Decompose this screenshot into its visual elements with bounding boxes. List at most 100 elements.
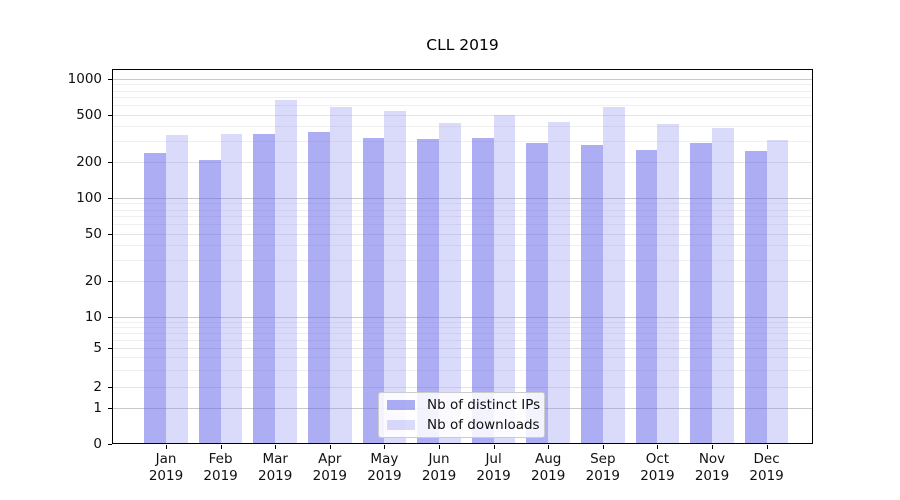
gridline-major bbox=[113, 317, 812, 318]
gridline bbox=[113, 387, 812, 388]
gridline-minor bbox=[113, 209, 812, 211]
legend-item-distinct-ips: Nb of distinct IPs bbox=[385, 397, 541, 413]
y-tick-label: 1 bbox=[93, 400, 102, 416]
x-tick-label: May 2019 bbox=[367, 451, 402, 484]
gridline-minor bbox=[113, 203, 812, 205]
gridline-minor bbox=[113, 326, 812, 328]
y-tick-mark bbox=[108, 233, 112, 235]
bar-downloads bbox=[493, 115, 516, 444]
x-tick-mark bbox=[493, 445, 495, 449]
y-tick-label: 50 bbox=[84, 225, 102, 242]
bar-distinct-ips bbox=[690, 143, 712, 444]
bar-downloads bbox=[602, 107, 625, 444]
bar-distinct-ips bbox=[362, 138, 385, 444]
x-tick-label: Jan 2019 bbox=[148, 451, 184, 484]
gridline bbox=[113, 114, 812, 116]
y-tick-label: 500 bbox=[76, 106, 102, 123]
bar-downloads bbox=[439, 122, 461, 444]
x-tick-mark bbox=[166, 445, 167, 449]
x-tick-mark bbox=[275, 445, 277, 449]
bar-downloads bbox=[766, 140, 789, 444]
x-tick-label: Oct 2019 bbox=[640, 451, 675, 484]
y-tick-label: 100 bbox=[76, 190, 102, 206]
gridline-minor bbox=[113, 332, 812, 334]
gridline-minor bbox=[113, 105, 812, 107]
bar-downloads bbox=[384, 111, 407, 444]
y-tick-label: 1000 bbox=[67, 71, 102, 87]
gridline-minor bbox=[113, 321, 812, 323]
gridline bbox=[113, 348, 812, 349]
legend: Nb of distinct IPs Nb of downloads bbox=[378, 392, 545, 438]
bar-distinct-ips bbox=[308, 132, 330, 444]
bar-downloads bbox=[166, 134, 188, 444]
y-tick-label: 2 bbox=[93, 379, 102, 395]
y-tick-mark bbox=[108, 348, 112, 349]
y-tick-mark bbox=[108, 114, 112, 116]
x-tick-label: Sep 2019 bbox=[585, 451, 620, 484]
x-tick-label: Jun 2019 bbox=[421, 451, 457, 484]
bar-distinct-ips bbox=[581, 144, 603, 444]
chart-title: CLL 2019 bbox=[426, 36, 499, 54]
x-tick-mark bbox=[602, 445, 604, 449]
bar-downloads bbox=[657, 123, 680, 444]
bar-downloads bbox=[220, 133, 243, 444]
gridline-major bbox=[113, 79, 812, 80]
bar-distinct-ips bbox=[198, 160, 221, 444]
legend-item-downloads: Nb of downloads bbox=[385, 417, 540, 433]
legend-label-distinct-ips: Nb of distinct IPs bbox=[427, 397, 541, 413]
y-tick-label: 10 bbox=[84, 309, 102, 325]
x-tick-mark bbox=[220, 445, 222, 449]
x-tick-mark bbox=[329, 445, 331, 449]
x-tick-label: Apr 2019 bbox=[312, 451, 347, 484]
bar-distinct-ips bbox=[526, 142, 549, 444]
gridline-minor bbox=[113, 369, 812, 371]
y-tick-mark bbox=[108, 281, 112, 283]
bar-distinct-ips bbox=[417, 139, 439, 444]
x-tick-label: Feb 2019 bbox=[203, 451, 238, 484]
x-tick-mark bbox=[712, 445, 713, 449]
bar-distinct-ips bbox=[471, 137, 494, 444]
x-tick-mark bbox=[657, 445, 659, 449]
y-tick-mark bbox=[108, 444, 112, 445]
gridline bbox=[113, 281, 812, 283]
x-tick-mark bbox=[548, 445, 550, 449]
bar-distinct-ips bbox=[253, 133, 276, 444]
bar-distinct-ips bbox=[635, 150, 658, 444]
bar-downloads bbox=[275, 99, 297, 444]
y-tick-mark bbox=[108, 408, 112, 409]
y-tick-mark bbox=[108, 198, 112, 199]
legend-swatch-downloads bbox=[387, 420, 415, 430]
gridline-minor bbox=[113, 260, 812, 262]
x-tick-label: Aug 2019 bbox=[531, 451, 566, 484]
gridline-minor bbox=[113, 141, 812, 143]
bar-distinct-ips bbox=[744, 150, 767, 444]
y-tick-label: 20 bbox=[84, 273, 102, 290]
gridline-minor bbox=[113, 339, 812, 341]
bar-downloads bbox=[329, 107, 352, 444]
bar-downloads bbox=[712, 127, 734, 444]
x-tick-label: Dec 2019 bbox=[749, 451, 784, 484]
gridline-minor bbox=[113, 245, 812, 247]
bar-distinct-ips bbox=[144, 152, 166, 444]
x-tick-mark bbox=[439, 445, 440, 449]
x-tick-mark bbox=[766, 445, 768, 449]
x-tick-label: Nov 2019 bbox=[694, 451, 730, 484]
gridline-minor bbox=[113, 84, 812, 86]
x-tick-label: Mar 2019 bbox=[258, 451, 293, 484]
gridline bbox=[113, 162, 812, 164]
legend-label-downloads: Nb of downloads bbox=[427, 417, 540, 433]
gridline-minor bbox=[113, 216, 812, 218]
bar-downloads bbox=[548, 121, 570, 444]
y-tick-mark bbox=[108, 162, 112, 164]
y-tick-label: 5 bbox=[93, 340, 102, 356]
x-tick-mark bbox=[384, 445, 386, 449]
y-tick-label: 200 bbox=[76, 154, 102, 171]
gridline-minor bbox=[113, 224, 812, 226]
y-tick-mark bbox=[108, 79, 112, 80]
y-tick-mark bbox=[108, 317, 112, 318]
gridline-minor bbox=[113, 97, 812, 99]
gridline-minor bbox=[113, 90, 812, 92]
gridline-major bbox=[113, 198, 812, 199]
y-tick-label: 0 bbox=[93, 436, 102, 452]
